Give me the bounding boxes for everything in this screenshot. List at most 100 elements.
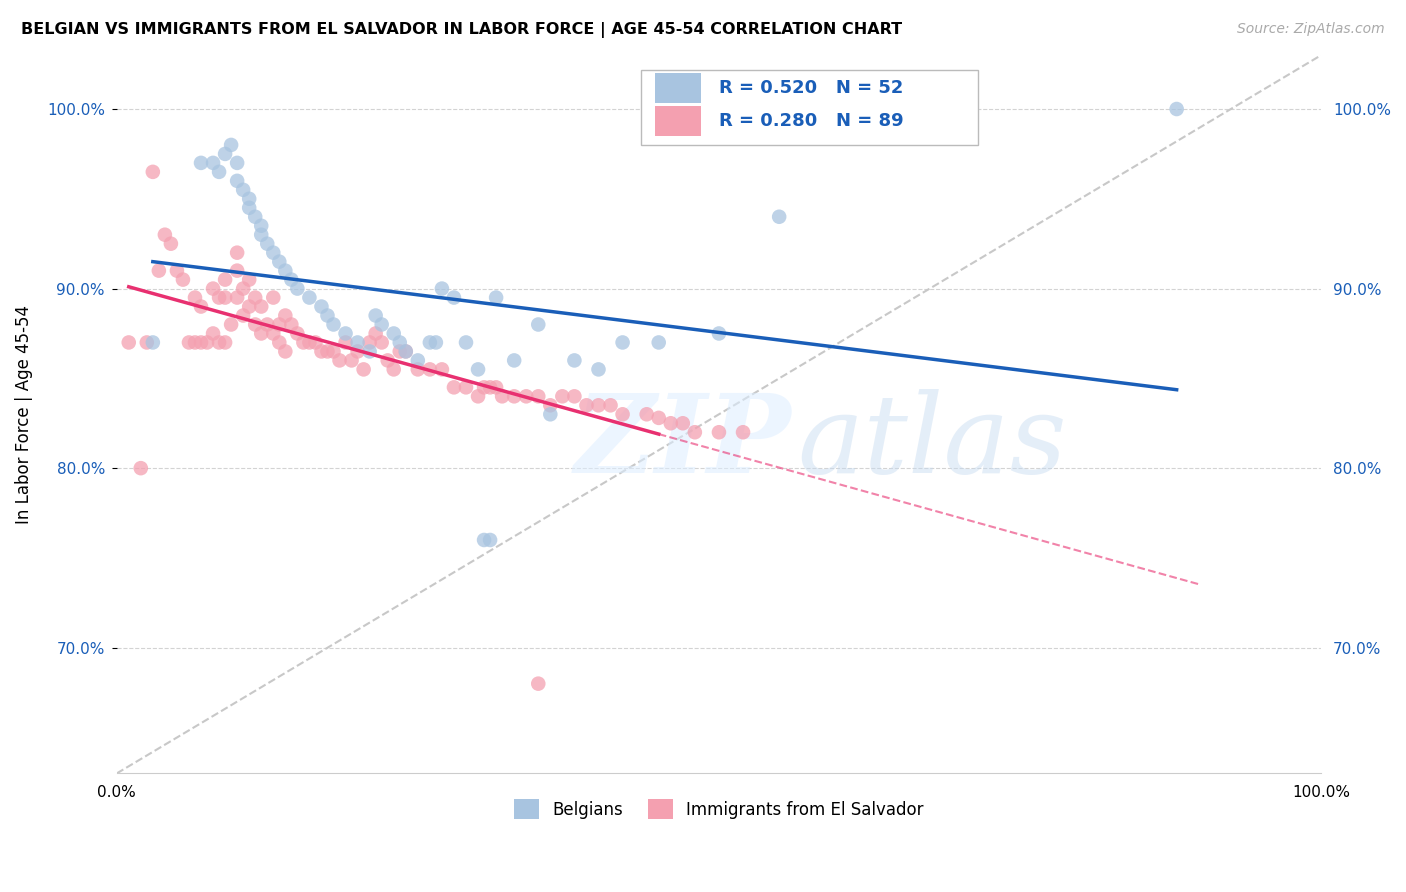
Point: [335, 335, 357, 350]
Point: [184, 335, 207, 350]
Point: [588, 362, 610, 376]
Point: [214, 291, 236, 305]
Point: [238, 201, 260, 215]
Point: [298, 335, 321, 350]
Point: [551, 389, 574, 403]
Point: [359, 344, 381, 359]
Point: [731, 425, 754, 440]
Point: [430, 362, 453, 376]
Point: [177, 335, 200, 350]
Point: [232, 309, 254, 323]
Point: [316, 309, 339, 323]
Point: [406, 353, 429, 368]
Point: [659, 417, 682, 431]
Point: [346, 335, 368, 350]
Point: [219, 318, 242, 332]
Point: [202, 282, 225, 296]
Point: [707, 425, 730, 440]
Point: [564, 389, 586, 403]
Point: [190, 156, 212, 170]
Point: [245, 318, 267, 332]
Point: [527, 318, 550, 332]
Text: BELGIAN VS IMMIGRANTS FROM EL SALVADOR IN LABOR FORCE | AGE 45-54 CORRELATION CH: BELGIAN VS IMMIGRANTS FROM EL SALVADOR I…: [21, 22, 903, 38]
Point: [388, 335, 411, 350]
Point: [202, 326, 225, 341]
Point: [226, 263, 249, 277]
Point: [503, 389, 526, 403]
Point: [359, 335, 381, 350]
Point: [226, 156, 249, 170]
Point: [160, 236, 183, 251]
Point: [232, 282, 254, 296]
Point: [250, 326, 273, 341]
Point: [515, 389, 537, 403]
Point: [485, 380, 508, 394]
Point: [382, 326, 405, 341]
Point: [202, 156, 225, 170]
Point: [672, 417, 695, 431]
Point: [269, 254, 291, 268]
Point: [425, 335, 447, 350]
Point: [214, 147, 236, 161]
Point: [232, 183, 254, 197]
Point: [683, 425, 706, 440]
Point: [370, 335, 392, 350]
Point: [648, 335, 671, 350]
Point: [262, 245, 284, 260]
Point: [135, 335, 157, 350]
Point: [575, 398, 598, 412]
Point: [250, 300, 273, 314]
Point: [395, 344, 418, 359]
Point: [599, 398, 621, 412]
Point: [245, 210, 267, 224]
Point: [395, 344, 418, 359]
Point: [142, 335, 165, 350]
Point: [419, 362, 441, 376]
Point: [479, 533, 502, 547]
Point: [245, 291, 267, 305]
Point: [172, 272, 194, 286]
Point: [443, 291, 465, 305]
Point: [322, 318, 344, 332]
Point: [467, 389, 489, 403]
Point: [219, 137, 242, 152]
Point: [335, 326, 357, 341]
Point: [304, 335, 326, 350]
Text: R = 0.520   N = 52: R = 0.520 N = 52: [718, 79, 903, 97]
Y-axis label: In Labor Force | Age 45-54: In Labor Force | Age 45-54: [15, 305, 32, 524]
Point: [184, 291, 207, 305]
Point: [250, 219, 273, 233]
Point: [195, 335, 218, 350]
Point: [274, 344, 297, 359]
Point: [538, 398, 561, 412]
Point: [280, 272, 302, 286]
Point: [280, 318, 302, 332]
Point: [406, 362, 429, 376]
Point: [238, 272, 260, 286]
Point: [346, 344, 368, 359]
Point: [328, 353, 350, 368]
Point: [527, 676, 550, 690]
Point: [226, 174, 249, 188]
Point: [129, 461, 152, 475]
FancyBboxPatch shape: [655, 73, 700, 103]
Point: [467, 362, 489, 376]
Point: [636, 407, 658, 421]
Point: [1166, 102, 1188, 116]
Point: [538, 407, 561, 421]
Text: atlas: atlas: [797, 389, 1067, 497]
Point: [118, 335, 141, 350]
Point: [588, 398, 610, 412]
Point: [419, 335, 441, 350]
Point: [388, 344, 411, 359]
Point: [269, 318, 291, 332]
Point: [208, 335, 231, 350]
Text: R = 0.280   N = 89: R = 0.280 N = 89: [718, 112, 904, 130]
Point: [166, 263, 188, 277]
Point: [316, 344, 339, 359]
Point: [292, 335, 315, 350]
Point: [274, 263, 297, 277]
Point: [648, 410, 671, 425]
Point: [768, 210, 790, 224]
Point: [364, 309, 387, 323]
